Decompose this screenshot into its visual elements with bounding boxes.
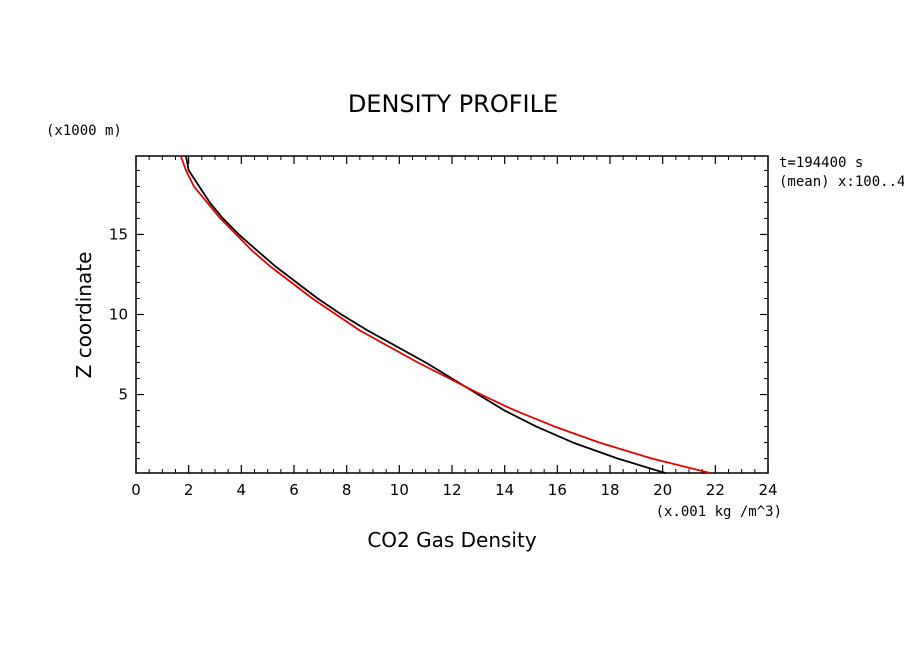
y-tick-label: 10 [109, 306, 128, 324]
y-units-label: (x1000 m) [46, 123, 122, 139]
x-tick-label: 22 [706, 481, 725, 499]
plot-frame [135, 155, 769, 474]
x-tick-label: 18 [600, 481, 619, 499]
x-tick-label: 24 [758, 481, 777, 499]
x-tick-label: 8 [342, 481, 352, 499]
x-tick-label: 16 [548, 481, 567, 499]
annotation-mean: (mean) x:100..4 [779, 174, 904, 190]
x-tick-label: 2 [184, 481, 194, 499]
x-tick-label: 0 [131, 481, 141, 499]
x-tick-label: 20 [653, 481, 672, 499]
axis-ticks [135, 156, 769, 473]
series-line-2 [179, 155, 711, 474]
chart-title: DENSITY PROFILE [348, 90, 558, 118]
x-tick-labels: 0 2 4 6 8 10 12 14 16 18 20 22 24 [131, 481, 777, 499]
x-tick-label: 4 [237, 481, 247, 499]
annotation-time: t=194400 s [779, 155, 863, 171]
x-tick-label: 14 [495, 481, 514, 499]
y-tick-label: 5 [118, 386, 128, 404]
y-axis-label: Z coordinate [72, 252, 96, 379]
series-group [179, 155, 711, 474]
x-tick-label: 6 [289, 481, 299, 499]
x-tick-label: 12 [442, 481, 461, 499]
x-axis-label: CO2 Gas Density [367, 528, 537, 552]
y-tick-label: 15 [109, 225, 128, 243]
series-line-1 [185, 155, 666, 474]
y-tick-labels: 5 10 15 [109, 225, 128, 403]
x-tick-label: 10 [390, 481, 409, 499]
x-units-label: (x.001 kg /m^3) [656, 504, 782, 520]
